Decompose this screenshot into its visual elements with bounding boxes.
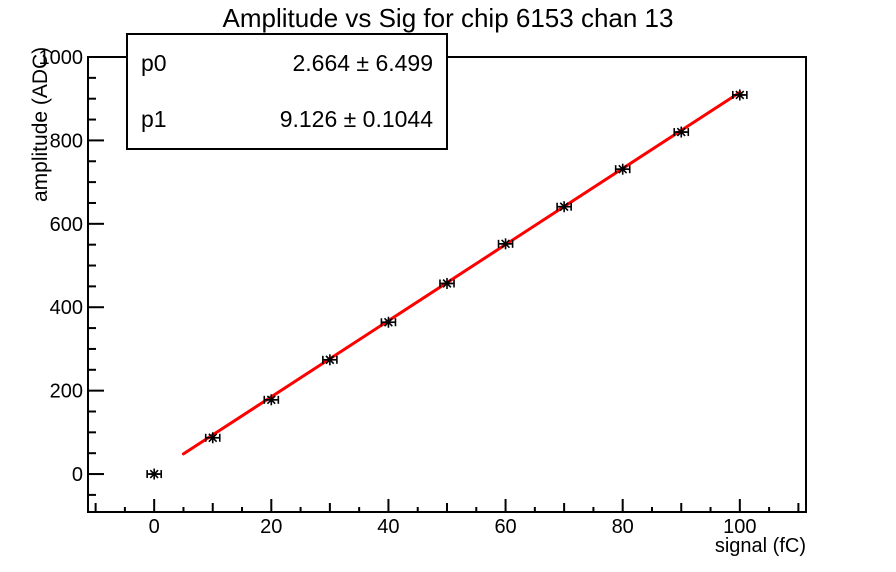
fit-stats-box: p0 2.664 ± 6.499 p1 9.126 ± 0.1044 [126, 33, 448, 150]
marker-asterisk [325, 355, 335, 365]
y-tick-label: 600 [50, 214, 83, 236]
marker-asterisk [266, 395, 276, 405]
marker-asterisk [149, 469, 159, 479]
x-tick-label: 100 [723, 516, 756, 538]
y-tick-label: 1000 [39, 47, 84, 69]
x-tick-label: 20 [260, 516, 282, 538]
data-point [731, 89, 748, 101]
y-tick-label: 400 [50, 297, 83, 319]
data-point [322, 354, 338, 366]
x-tick-label: 40 [377, 516, 399, 538]
marker-asterisk [618, 164, 628, 174]
data-point [380, 316, 397, 328]
data-point [497, 238, 514, 250]
data-point [614, 163, 631, 175]
data-point [146, 468, 163, 480]
data-point [673, 126, 690, 138]
y-tick-label: 200 [50, 381, 83, 403]
param-name: p1 [141, 106, 167, 133]
stat-row-p0: p0 2.664 ± 6.499 [128, 50, 446, 77]
data-point [204, 432, 221, 444]
data-point [556, 201, 572, 213]
marker-asterisk [676, 127, 686, 137]
y-tick-label: 0 [72, 464, 83, 486]
stat-row-p1: p1 9.126 ± 0.1044 [128, 106, 446, 133]
marker-asterisk [383, 317, 393, 327]
x-tick-label: 0 [149, 516, 160, 538]
marker-asterisk [208, 433, 218, 443]
x-tick-label: 60 [494, 516, 516, 538]
param-name: p0 [141, 49, 167, 76]
y-tick-label: 800 [50, 130, 83, 152]
data-point [263, 394, 280, 406]
fit-line [181, 90, 742, 456]
marker-asterisk [442, 278, 452, 288]
data-point [439, 277, 455, 289]
marker-asterisk [559, 202, 569, 212]
chart-title: Amplitude vs Sig for chip 6153 chan 13 [222, 3, 674, 33]
x-tick-label: 80 [612, 516, 634, 538]
param-value: 9.126 ± 0.1044 [279, 106, 433, 133]
marker-asterisk [501, 239, 511, 249]
y-axis-title: amplitude (ADC) [29, 46, 52, 202]
marker-asterisk [735, 90, 745, 100]
x-axis-title: signal (fC) [714, 535, 806, 557]
param-value: 2.664 ± 6.499 [292, 49, 433, 76]
